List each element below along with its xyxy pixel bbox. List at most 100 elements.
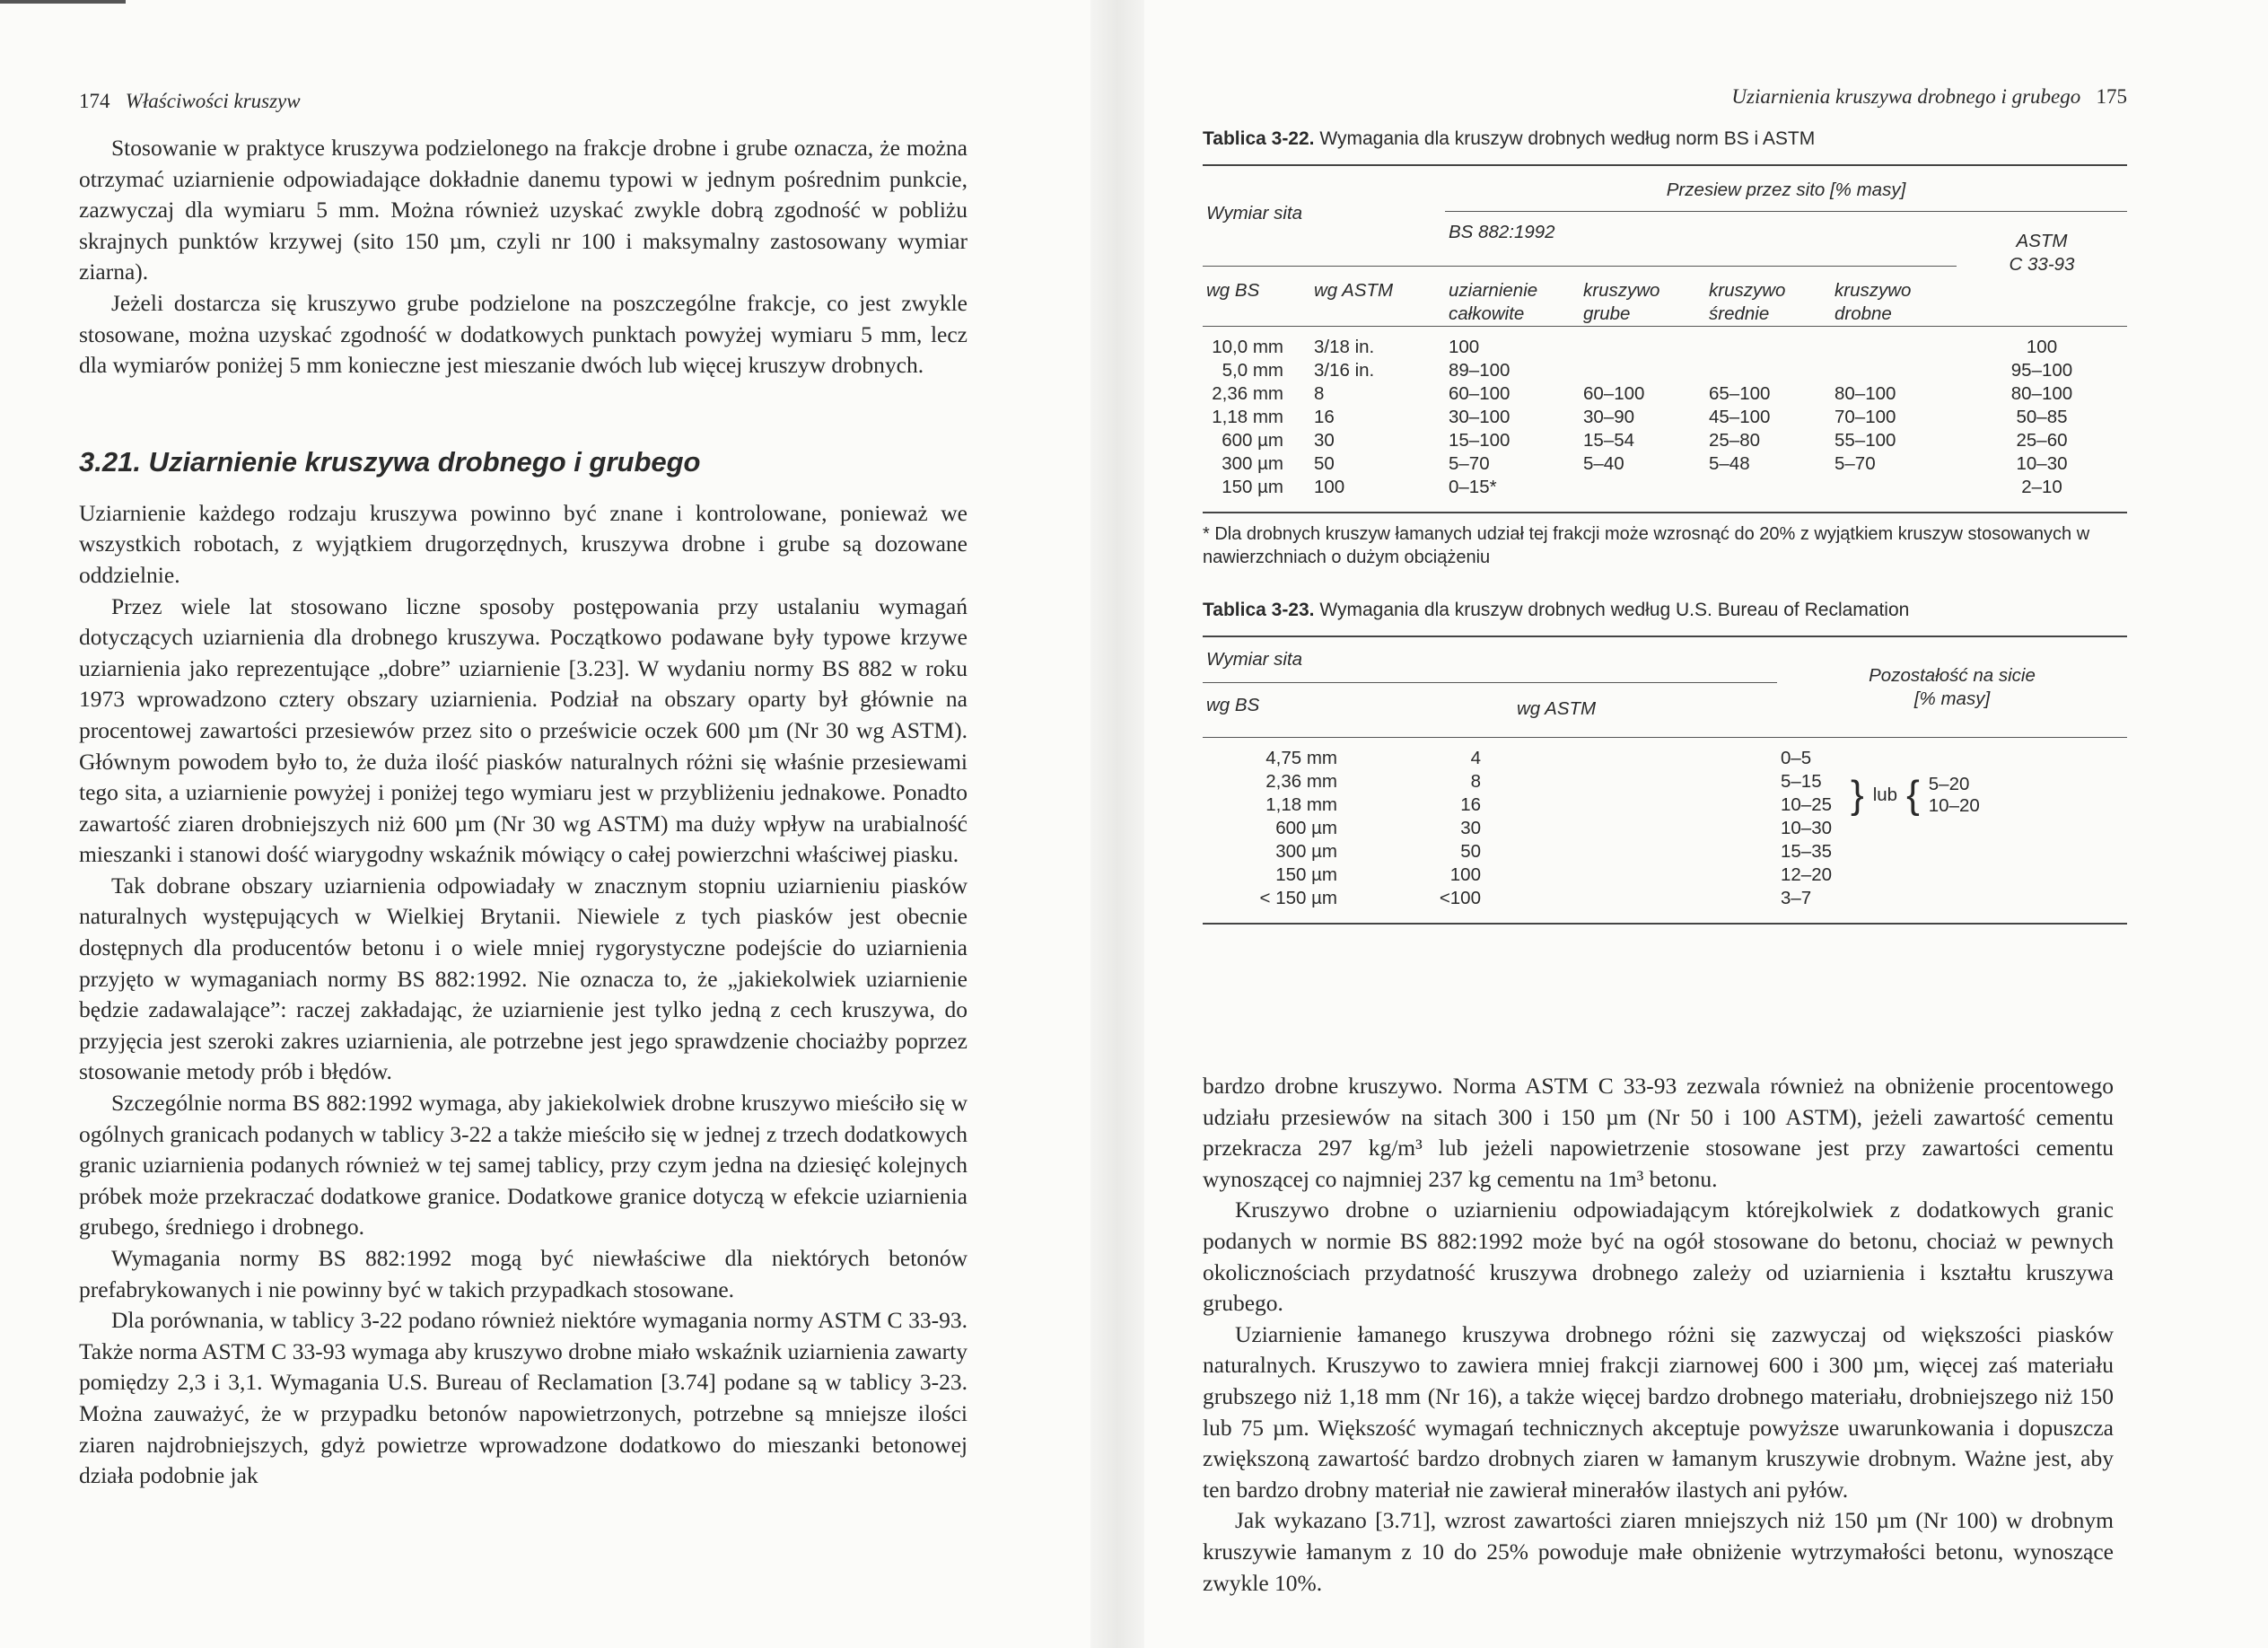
- table-row: 300 µm 50 5–70 5–40 5–48 5–70 10–30: [1203, 452, 2127, 476]
- cell-overall: 0–15*: [1449, 477, 1497, 497]
- alternative-limits: } lub {5–20 10–20: [1851, 774, 1980, 817]
- table-row: 10,0 mm 3/18 in. 100 100: [1203, 327, 2127, 360]
- cell-fine: 55–100: [1835, 430, 1896, 451]
- residue-value: 0–5: [1781, 748, 1812, 768]
- header-sieve: Wymiar sita: [1203, 636, 1777, 683]
- cell-c33: 100: [2026, 337, 2058, 357]
- table-row: 1,18 mm 16 30–100 30–90 45–100 70–100 50–85: [1203, 406, 2127, 429]
- table-row: 2,36 mm 8 60–100 60–100 65–100 80–100 80–100: [1203, 382, 2127, 406]
- paragraph: Jak wykazano [3.71], wzrost zawartości z…: [1203, 1507, 2114, 1596]
- cell-medium: 45–100: [1709, 407, 1771, 427]
- cell-c33: 25–60: [2016, 430, 2068, 451]
- cell-astm: 50: [1314, 453, 1335, 474]
- header-wg-bs: wg BS: [1206, 280, 1260, 301]
- residue-value: 3–7: [1781, 888, 1812, 908]
- cell-fine: 80–100: [1835, 383, 1896, 404]
- paragraph: Szczególnie norma BS 882:1992 wymaga, ab…: [79, 1090, 968, 1240]
- cell-astm: <100: [1439, 888, 1481, 908]
- spacer: [1571, 793, 1777, 817]
- header-medium: kruszywo średnie: [1709, 280, 1786, 324]
- table-row: 5,0 mm 3/16 in. 89–100 95–100: [1203, 359, 2127, 382]
- cell-overall: 100: [1449, 337, 1480, 357]
- cell-residue: 10–25: [1777, 793, 2127, 817]
- cell-overall: 5–70: [1449, 453, 1490, 474]
- cell-residue: 10–30: [1777, 817, 2127, 840]
- cell-bs: 300 µm: [1275, 841, 1337, 862]
- left-running-head: 174 Właściwości kruszyw: [79, 90, 968, 113]
- left-brace-icon: {: [1906, 773, 1920, 817]
- table-3-23-caption: Tablica 3-23. Wymagania dla kruszyw drob…: [1203, 600, 2127, 621]
- cell-medium: [1705, 327, 1831, 360]
- residue-value: 15–35: [1781, 841, 1833, 862]
- paragraph: Wymagania normy BS 882:1992 mogą być nie…: [79, 1245, 968, 1302]
- left-body: Stosowanie w praktyce kruszywa podzielon…: [79, 133, 968, 1492]
- header-sieve: Wymiar sita: [1206, 203, 1303, 224]
- cell-c33: 50–85: [2016, 407, 2068, 427]
- alt-values: 5–20 10–20: [1928, 774, 1980, 816]
- cell-c33: 2–10: [2021, 477, 2062, 497]
- cell-medium: [1705, 476, 1831, 513]
- cell-bs: 5,0 mm: [1222, 360, 1283, 381]
- header-wg-bs: wg BS: [1206, 695, 1260, 715]
- cell-coarse: 30–90: [1583, 407, 1635, 427]
- cell-c33: 95–100: [2010, 360, 2073, 381]
- table-title: Wymagania dla kruszyw drobnych według U.…: [1319, 600, 1910, 620]
- table-row: 600 µm 30 15–100 15–54 25–80 55–100 25–60: [1203, 429, 2127, 452]
- cell-astm: 50: [1460, 841, 1481, 862]
- cell-astm: 30: [1314, 430, 1335, 451]
- residue-value: 5–15: [1781, 771, 1822, 792]
- cell-astm: 100: [1314, 477, 1345, 497]
- paragraph: Przez wiele lat stosowano liczne sposoby…: [79, 592, 968, 868]
- header-coarse: kruszywo grube: [1583, 280, 1660, 324]
- header-wg-astm: wg ASTM: [1517, 698, 1597, 719]
- cell-medium: 65–100: [1709, 383, 1771, 404]
- cell-c33: 80–100: [2010, 383, 2073, 404]
- residue-value: 10–30: [1781, 818, 1833, 838]
- right-body: bardzo drobne kruszywo. Norma ASTM C 33-…: [1203, 1071, 2114, 1599]
- cell-bs: 150 µm: [1275, 864, 1337, 885]
- residue-value: 10–25: [1781, 794, 1833, 815]
- right-page: Uziarnienia kruszywa drobnego i grubego …: [1203, 85, 2127, 1647]
- cell-astm: 3/18 in.: [1314, 337, 1375, 357]
- running-head-title: Właściwości kruszyw: [125, 90, 301, 112]
- spacer: [1571, 817, 1777, 840]
- cell-coarse: 60–100: [1583, 383, 1645, 404]
- paragraph: Stosowanie w praktyce kruszywa podzielon…: [79, 135, 968, 285]
- spacer: [1571, 738, 1777, 771]
- page-number: 175: [2096, 85, 2128, 108]
- cell-astm: 16: [1460, 794, 1481, 815]
- cell-bs: 1,18 mm: [1265, 794, 1337, 815]
- header-astm: ASTM C 33-93: [2009, 231, 2075, 275]
- table-footnote: * Dla drobnych kruszyw łamanych udział t…: [1203, 524, 2090, 567]
- table-3-22-caption: Tablica 3-22. Wymagania dla kruszyw drob…: [1203, 128, 2127, 150]
- cell-bs: 10,0 mm: [1212, 337, 1283, 357]
- right-brace-icon: }: [1851, 773, 1864, 817]
- residue-value: 12–20: [1781, 864, 1833, 885]
- table-3-23: Wymiar sita Pozostałość na sicie [% masy]…: [1203, 636, 2127, 925]
- cell-bs: 600 µm: [1222, 430, 1283, 451]
- cell-astm: 30: [1460, 818, 1481, 838]
- spacer: [1571, 887, 1777, 924]
- cell-bs: < 150 µm: [1259, 888, 1337, 908]
- cell-astm: 3/16 in.: [1314, 360, 1375, 381]
- header-fine: kruszywo drobne: [1835, 280, 1912, 324]
- cell-c33: 10–30: [2016, 453, 2068, 474]
- right-running-head: Uziarnienia kruszywa drobnego i grubego …: [1203, 85, 2127, 109]
- header-passing: Przesiew przez sito [% masy]: [1445, 165, 2127, 212]
- paragraph: Kruszywo drobne o uziarnieniu odpowiadaj…: [1203, 1197, 2114, 1317]
- paragraph: Dla porównania, w tablicy 3-22 podano ró…: [79, 1307, 968, 1489]
- table-title: Wymagania dla kruszyw drobnych według no…: [1319, 128, 1816, 149]
- paragraph: Jeżeli dostarcza się kruszywo grube podz…: [79, 289, 968, 379]
- paragraph: Uziarnienie łamanego kruszywa drobnego r…: [1203, 1320, 2114, 1503]
- spacer: [1571, 770, 1777, 793]
- section-heading: 3.21. Uziarnienie kruszywa drobnego i gr…: [79, 445, 701, 478]
- table-row: 1,18 mm 16 10–25: [1203, 793, 2127, 817]
- cell-bs: 600 µm: [1275, 818, 1337, 838]
- table-row: 600 µm 30 10–30: [1203, 817, 2127, 840]
- cell-residue: 12–20: [1777, 863, 2127, 887]
- or-label: lub: [1872, 785, 1898, 805]
- cell-overall: 60–100: [1449, 383, 1511, 404]
- cell-bs: 2,36 mm: [1265, 771, 1337, 792]
- table-row: 150 µm 100 0–15* 2–10: [1203, 476, 2127, 513]
- cell-coarse: 5–40: [1583, 453, 1624, 474]
